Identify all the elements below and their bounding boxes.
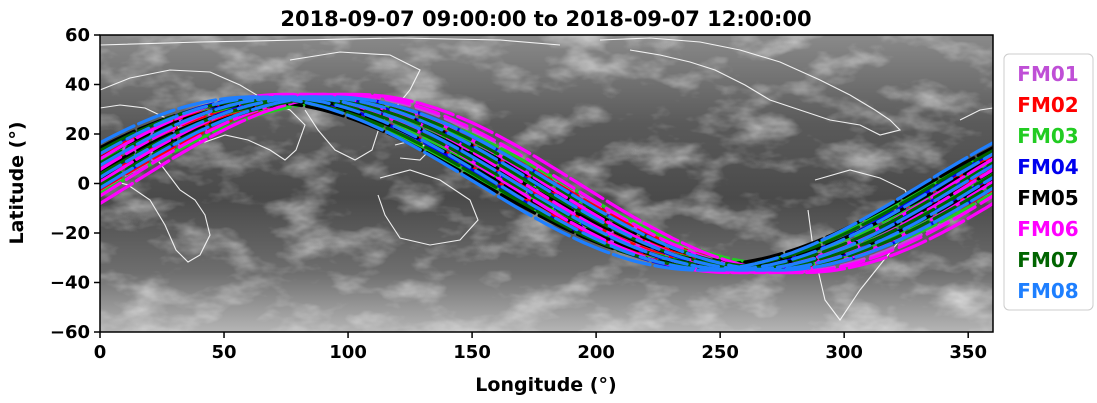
legend-item-fm07: FM07	[1017, 248, 1078, 272]
legend-box	[1003, 53, 1094, 311]
x-tick-label: 0	[94, 342, 107, 363]
x-tick-label: 350	[949, 342, 987, 363]
y-tick-label: −20	[50, 223, 90, 244]
legend-item-fm04: FM04	[1017, 155, 1078, 179]
y-tick-label: −60	[50, 322, 90, 343]
track-fm08	[100, 95, 993, 272]
legend-item-fm03: FM03	[1017, 124, 1078, 148]
track-fm06	[100, 92, 993, 275]
x-tick-label: 200	[577, 342, 615, 363]
legend-item-fm05: FM05	[1017, 186, 1078, 210]
y-tick-label: 20	[65, 124, 90, 145]
y-tick-label: −40	[50, 273, 90, 294]
track-fm08	[100, 95, 993, 272]
track-fm06	[100, 92, 993, 275]
y-axis: −60 −40 −20 0 20 40 60 Latitude (°)	[6, 25, 100, 343]
legend-item-fm02: FM02	[1017, 93, 1078, 117]
x-tick-label: 50	[211, 342, 236, 363]
plot-area	[99, 34, 994, 333]
x-tick-label: 300	[825, 342, 863, 363]
track-fm08	[100, 95, 993, 272]
x-tick-label: 150	[453, 342, 491, 363]
x-tick-label: 100	[329, 342, 367, 363]
y-tick-label: 60	[65, 25, 90, 46]
x-axis-label: Longitude (°)	[475, 374, 616, 396]
ground-tracks	[100, 92, 993, 275]
legend-item-fm06: FM06	[1017, 217, 1078, 241]
y-axis-label: Latitude (°)	[6, 121, 28, 244]
chart-title: 2018-09-07 09:00:00 to 2018-09-07 12:00:…	[280, 7, 811, 31]
y-tick-label: 40	[65, 75, 90, 96]
legend-item-fm08: FM08	[1017, 279, 1078, 303]
legend-item-fm01: FM01	[1017, 62, 1078, 86]
x-tick-label: 250	[701, 342, 739, 363]
legend: FM01 FM02 FM03 FM04 FM05 FM06 FM07 FM08	[1003, 53, 1094, 311]
x-axis: 0 50 100 150 200 250 300 350 Longitude (°)	[94, 332, 987, 396]
y-tick-label: 0	[77, 174, 90, 195]
track-fm08	[100, 95, 993, 272]
